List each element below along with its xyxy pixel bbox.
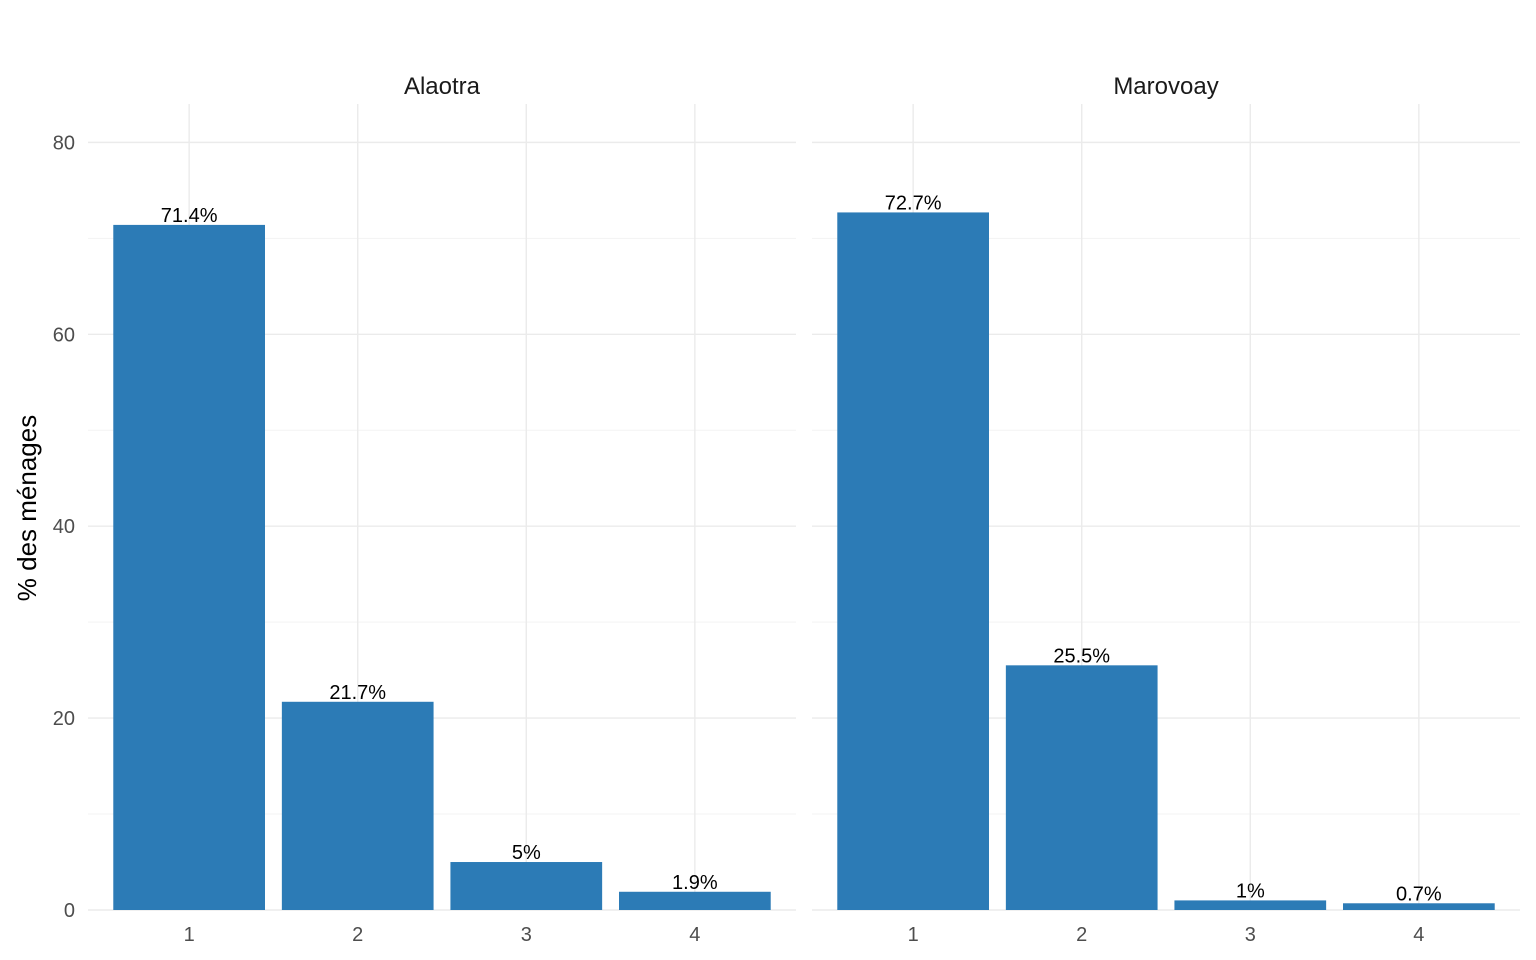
x-tick-label: 2: [352, 924, 363, 946]
data-label: 72.7%: [885, 192, 942, 214]
data-label: 71.4%: [161, 205, 218, 227]
y-tick-label: 20: [53, 708, 75, 730]
bar-marovoay-1: [837, 212, 989, 910]
bar-alaotra-1: [113, 224, 266, 910]
facet-label-marovoay: Marovoay: [1113, 73, 1218, 100]
bar-marovoay-4: [1343, 903, 1495, 910]
data-label: 1%: [1236, 880, 1265, 902]
x-tick-label: 3: [521, 924, 532, 946]
x-tick-label: 4: [1413, 924, 1424, 946]
y-tick-label: 60: [53, 324, 75, 346]
bar-marovoay-2: [1005, 665, 1158, 910]
x-tick-label: 4: [689, 924, 700, 946]
y-tick-label: 0: [64, 900, 75, 922]
bar-alaotra-2: [281, 701, 434, 910]
data-label: 21.7%: [329, 682, 386, 704]
x-tick-label: 1: [908, 924, 919, 946]
bar-alaotra-3: [450, 862, 603, 910]
facet-label-alaotra: Alaotra: [404, 73, 481, 100]
data-label: 25.5%: [1053, 645, 1110, 667]
data-label: 5%: [512, 842, 541, 864]
x-tick-label: 1: [184, 924, 195, 946]
x-tick-label: 2: [1076, 924, 1087, 946]
y-axis-title: % des ménages: [12, 415, 42, 601]
bar-alaotra-4: [619, 891, 771, 910]
data-label: 0.7%: [1396, 883, 1442, 905]
data-label: 1.9%: [672, 872, 718, 894]
x-tick-label: 3: [1245, 924, 1256, 946]
y-tick-label: 80: [53, 132, 75, 154]
bar-marovoay-3: [1174, 900, 1327, 910]
y-tick-label: 40: [53, 516, 75, 538]
